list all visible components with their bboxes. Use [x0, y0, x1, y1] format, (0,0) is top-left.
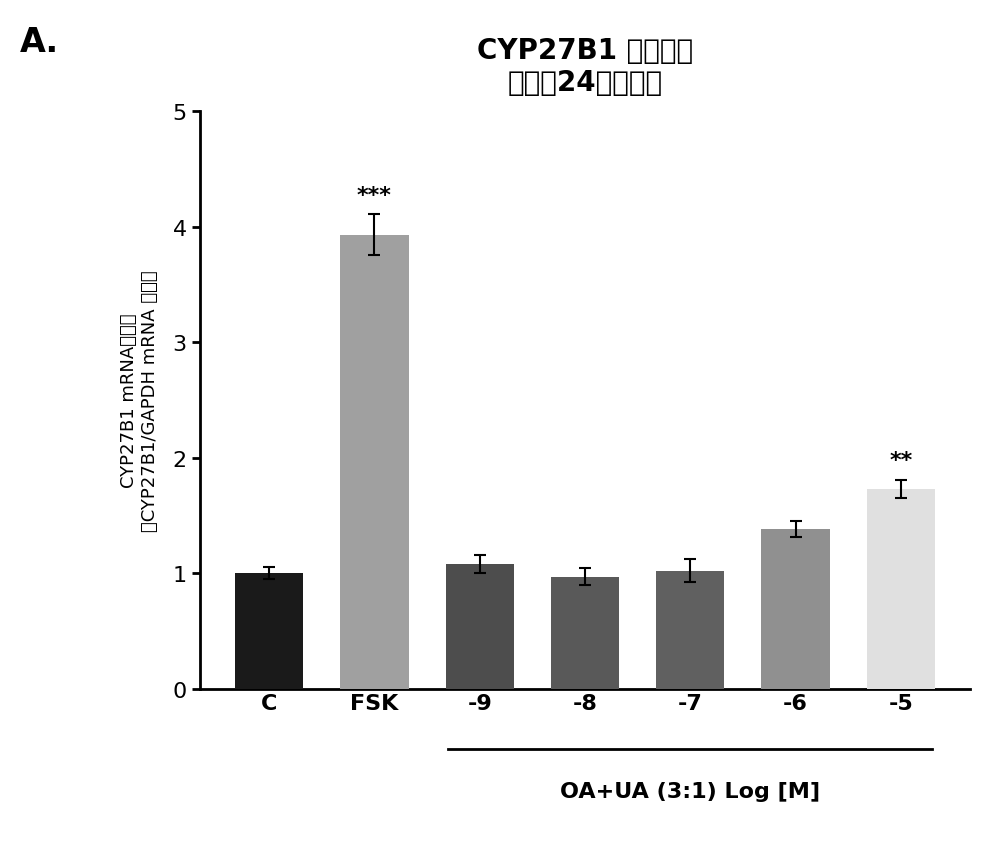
Bar — [761, 530, 830, 689]
Bar — [551, 577, 619, 689]
Bar — [340, 235, 409, 689]
Bar — [446, 564, 514, 689]
Text: **: ** — [889, 451, 912, 471]
Bar — [235, 573, 303, 689]
Text: ***: *** — [357, 185, 392, 206]
Y-axis label: CYP27B1 mRNA表达量
（CYP27B1/GAPDH mRNA 比值）: CYP27B1 mRNA表达量 （CYP27B1/GAPDH mRNA 比值） — [120, 269, 159, 531]
Text: OA+UA (3:1) Log [M]: OA+UA (3:1) Log [M] — [560, 781, 820, 801]
Bar — [867, 489, 935, 689]
Bar — [656, 571, 724, 689]
Title: CYP27B1 基因表达
（孵育24小时后）: CYP27B1 基因表达 （孵育24小时后） — [477, 37, 693, 97]
Text: A.: A. — [20, 26, 59, 59]
